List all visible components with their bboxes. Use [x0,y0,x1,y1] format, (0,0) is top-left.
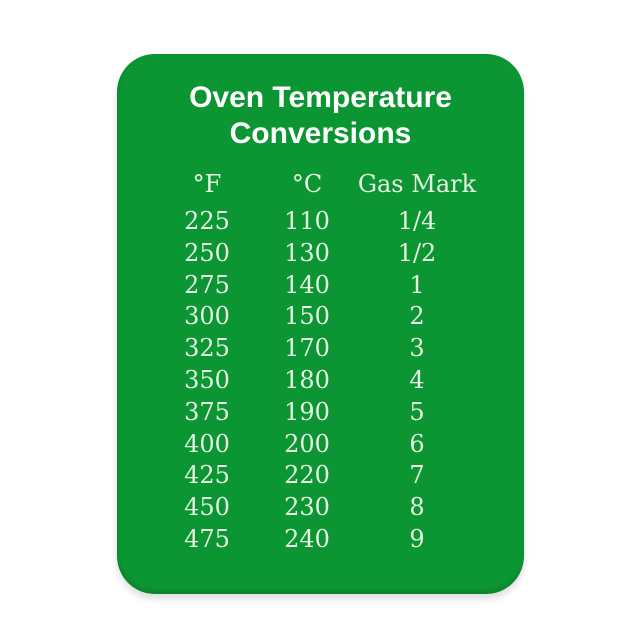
table-row: 250 130 1/2 [147,238,487,270]
column-header-fahrenheit: °F [192,170,222,198]
column-header-celsius: °C [291,170,323,198]
table-row: 350 180 4 [147,365,487,397]
table-row: 225 110 1/4 [147,206,487,238]
conversion-table: °F °C Gas Mark 225 110 1/4 250 130 1/2 2… [147,168,487,556]
cell-gas-mark: 5 [409,397,425,426]
cell-gas-mark: 9 [409,524,425,553]
cell-fahrenheit: 425 [184,461,230,490]
table-row: 375 190 5 [147,397,487,429]
cell-celsius: 230 [284,493,330,522]
cell-celsius: 190 [284,397,330,426]
cell-celsius: 180 [284,365,330,394]
cell-gas-mark: 1/2 [397,238,437,267]
column-header-gas-mark: Gas Mark [357,170,477,198]
cell-celsius: 130 [284,238,330,267]
cell-celsius: 140 [284,270,330,299]
cell-fahrenheit: 400 [184,429,230,458]
cell-gas-mark: 7 [409,461,425,490]
cell-gas-mark: 1/4 [397,207,437,235]
cell-fahrenheit: 450 [184,493,230,522]
cell-fahrenheit: 275 [184,270,230,299]
oven-conversion-magnet-card: Oven Temperature Conversions °F °C Gas M… [117,54,524,594]
cell-celsius: 170 [284,334,330,363]
cell-celsius: 240 [284,524,330,553]
cell-gas-mark: 1 [409,270,425,299]
cell-gas-mark: 3 [409,334,425,363]
table-row: 275 140 1 [147,270,487,302]
cell-fahrenheit: 375 [184,397,230,426]
cell-fahrenheit: 250 [184,238,230,267]
cell-gas-mark: 6 [409,429,425,458]
table-row: 325 170 3 [147,333,487,365]
title-line-2: Conversions [229,117,412,150]
table-row: 475 240 9 [147,524,487,556]
table-header-row: °F °C Gas Mark [147,168,487,200]
title-line-1: Oven Temperature [189,81,452,114]
cell-celsius: 150 [284,302,330,331]
cell-gas-mark: 4 [409,365,425,394]
cell-fahrenheit: 350 [184,365,230,394]
cell-fahrenheit: 300 [184,302,230,331]
cell-gas-mark: 8 [409,493,425,522]
page-title: Oven Temperature Conversions [117,54,524,152]
table-row: 425 220 7 [147,460,487,492]
cell-fahrenheit: 475 [184,524,230,553]
cell-celsius: 110 [284,207,330,235]
table-row: 300 150 2 [147,301,487,333]
table-row: 400 200 6 [147,429,487,461]
cell-fahrenheit: 325 [184,334,230,363]
cell-celsius: 220 [284,461,330,490]
cell-gas-mark: 2 [409,302,425,331]
cell-celsius: 200 [284,429,330,458]
cell-fahrenheit: 225 [184,207,230,235]
table-row: 450 230 8 [147,492,487,524]
